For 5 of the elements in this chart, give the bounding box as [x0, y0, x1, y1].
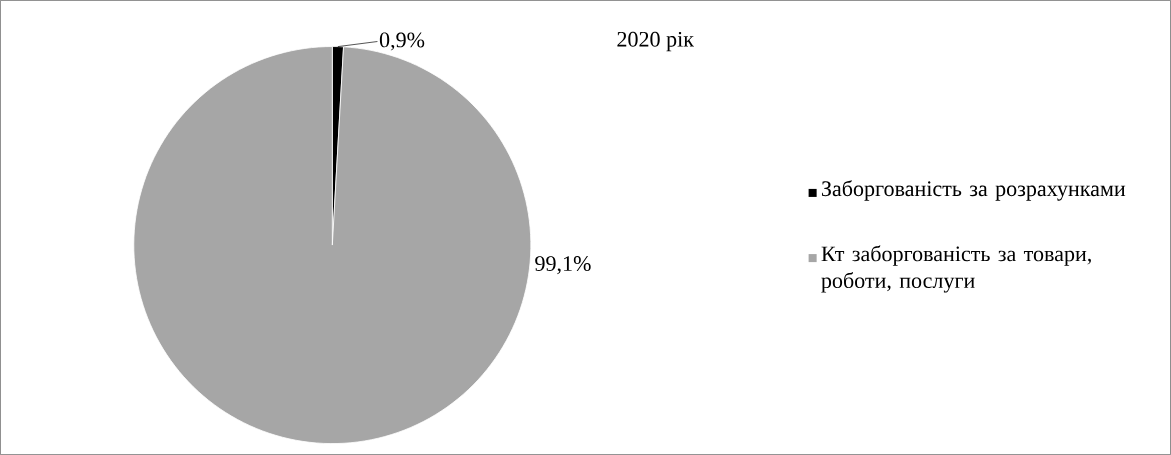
data-label: 99,1% [535, 256, 591, 275]
legend-label: Кт заборгованість за товари, роботи, послуги [821, 245, 1091, 293]
chart-title: 2020 рік [617, 31, 694, 52]
legend-label: Заборгованість за розрахунками [821, 180, 1126, 201]
data-label: 0,9% [379, 32, 425, 51]
